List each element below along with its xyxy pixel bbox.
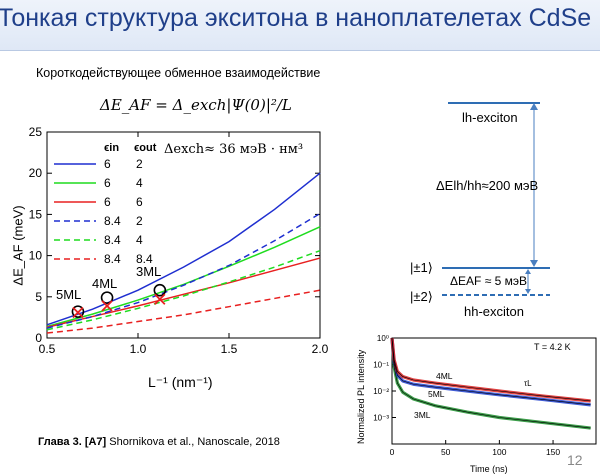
exchange-formula: ΔE_AF = Δ_exch|Ψ(0)|²/L xyxy=(100,96,292,114)
pl-label-4ML: 4ML xyxy=(436,371,453,381)
y-tick-label: 15 xyxy=(29,207,43,221)
legend-eps-out-5: 8.4 xyxy=(136,252,153,266)
state-1-label: |±1⟩ xyxy=(410,260,433,275)
label-5ml: 5ML xyxy=(56,287,82,302)
lh-exciton-label: lh-exciton xyxy=(462,110,518,125)
series-line-5 xyxy=(46,289,321,334)
gap-arrow-head-bottom xyxy=(530,260,538,267)
delta-exch-label: Δexch≈ 36 мэВ · нм³ xyxy=(164,142,304,157)
series-line-3 xyxy=(46,212,321,329)
legend-eps-in-5: 8.4 xyxy=(104,252,121,266)
pl-ylabel: Normalized PL intensity xyxy=(356,349,366,444)
series-line-4 xyxy=(46,249,321,331)
experiment-circle-1 xyxy=(100,291,114,304)
legend-eps-out-4: 4 xyxy=(136,233,143,247)
legend-eps-in-3: 8.4 xyxy=(104,214,121,228)
legend-eps-out-1: 4 xyxy=(136,176,143,190)
af-label: ΔEAF ≈ 5 мэВ xyxy=(450,274,527,288)
main-chart-series xyxy=(46,172,321,334)
pl-fit-5ML xyxy=(391,337,591,406)
af-arrow-head-top xyxy=(525,269,531,274)
x-tick-label: 1.5 xyxy=(221,342,238,356)
pl-x-tick-label: 150 xyxy=(546,447,560,457)
pl-label-5ML: 5ML xyxy=(428,389,445,399)
pl-decay-chart: 0 50 100 150 10⁰ 10⁻¹ 10⁻² 10⁻³ 4ML 5ML 3ML T = 4… xyxy=(356,334,597,474)
pl-x-tick-label: 0 xyxy=(390,447,395,457)
main-chart-axes: 0.5 1.0 1.5 2.0 0 5 10 15 20 25 xyxy=(29,125,329,356)
af-arrow-head-bottom xyxy=(525,289,531,294)
gap-label: ΔElh/hh≈200 мэВ xyxy=(436,178,539,193)
pl-x-tick-label: 100 xyxy=(492,447,506,457)
x-tick-label: 1.0 xyxy=(130,342,147,356)
legend-eps-out-2: 6 xyxy=(136,195,143,209)
ylabel-main: ΔE_AF (meV) xyxy=(10,205,26,286)
slide-subtitle: Короткодействующее обменное взаимодейств… xyxy=(36,66,321,80)
series-line-0 xyxy=(46,172,321,326)
x-tick-label: 2.0 xyxy=(312,342,329,356)
footer-text: Shornikova et al., Nanoscale, 2018 xyxy=(109,436,280,448)
xlabel-main: L⁻¹ (nm⁻¹) xyxy=(148,374,213,390)
experiment-circle-0 xyxy=(71,305,85,318)
theory-cross-2 xyxy=(154,293,166,305)
pl-x-tick-label: 50 xyxy=(441,447,451,457)
pl-y-tick-label: 10⁻³ xyxy=(373,414,389,423)
theory-cross-1 xyxy=(101,300,113,312)
legend-eps-in-0: 6 xyxy=(104,157,111,171)
y-tick-label: 0 xyxy=(35,331,42,345)
legend-eps-in-1: 6 xyxy=(104,176,111,190)
footer-ref: [A7] xyxy=(84,436,107,448)
legend-header-out: ϵout xyxy=(134,142,157,154)
pl-y-tick-label: 10⁻¹ xyxy=(373,361,389,370)
page-number: 12 xyxy=(567,452,583,468)
label-3ml: 3ML xyxy=(136,264,162,279)
main-chart-markers xyxy=(71,283,167,319)
series-line-1 xyxy=(46,226,321,328)
pl-tau-annotation: τL xyxy=(524,379,532,388)
y-tick-label: 5 xyxy=(35,290,42,304)
gap-arrow-head-top xyxy=(530,103,538,110)
main-plot-frame xyxy=(46,131,321,339)
y-tick-label: 20 xyxy=(29,166,43,180)
label-4ml: 4ML xyxy=(92,276,118,291)
pl-label-3ML: 3ML xyxy=(414,410,431,420)
slide-title: Тонкая структура экситона в наноплателет… xyxy=(0,4,592,32)
state-2-label: |±2⟩ xyxy=(410,289,433,304)
footer-citation: Глава 3. [A7] Shornikova et al., Nanosca… xyxy=(38,436,280,448)
pl-xlabel: Time (ns) xyxy=(470,464,508,474)
theory-cross-0 xyxy=(72,306,84,319)
title-bar xyxy=(0,0,600,51)
pl-fit-3ML xyxy=(391,337,591,429)
energy-level-diagram xyxy=(442,102,550,296)
pl-fit-4ML xyxy=(391,337,591,402)
x-tick-label: 0.5 xyxy=(39,342,56,356)
legend-eps-out-0: 2 xyxy=(136,157,143,171)
legend-eps-in-2: 6 xyxy=(104,195,111,209)
main-chart-legend: 6 2 6 4 6 6 8.4 2 8.4 4 8.4 8.4 xyxy=(54,157,153,266)
legend-eps-out-3: 2 xyxy=(136,214,143,228)
legend-eps-in-4: 8.4 xyxy=(104,233,121,247)
hh-exciton-label: hh-exciton xyxy=(464,304,524,319)
pl-chart-series: 4ML 5ML 3ML xyxy=(390,337,591,430)
pl-temperature-annotation: T = 4.2 K xyxy=(534,342,571,352)
legend-header-in: ϵin xyxy=(104,142,120,154)
y-tick-label: 25 xyxy=(29,125,43,139)
pl-y-tick-label: 10⁰ xyxy=(377,334,389,343)
series-line-2 xyxy=(46,257,321,329)
exchange-splitting-chart: 0.5 1.0 1.5 2.0 0 5 10 15 20 25 6 2 6 4 6 6 8.4 2 8.4 4 8.4… xyxy=(29,125,329,356)
pl-y-tick-label: 10⁻² xyxy=(373,387,389,396)
y-tick-label: 10 xyxy=(29,249,43,263)
experiment-circle-2 xyxy=(153,283,167,297)
footer-chapter: Глава 3. xyxy=(38,436,82,448)
